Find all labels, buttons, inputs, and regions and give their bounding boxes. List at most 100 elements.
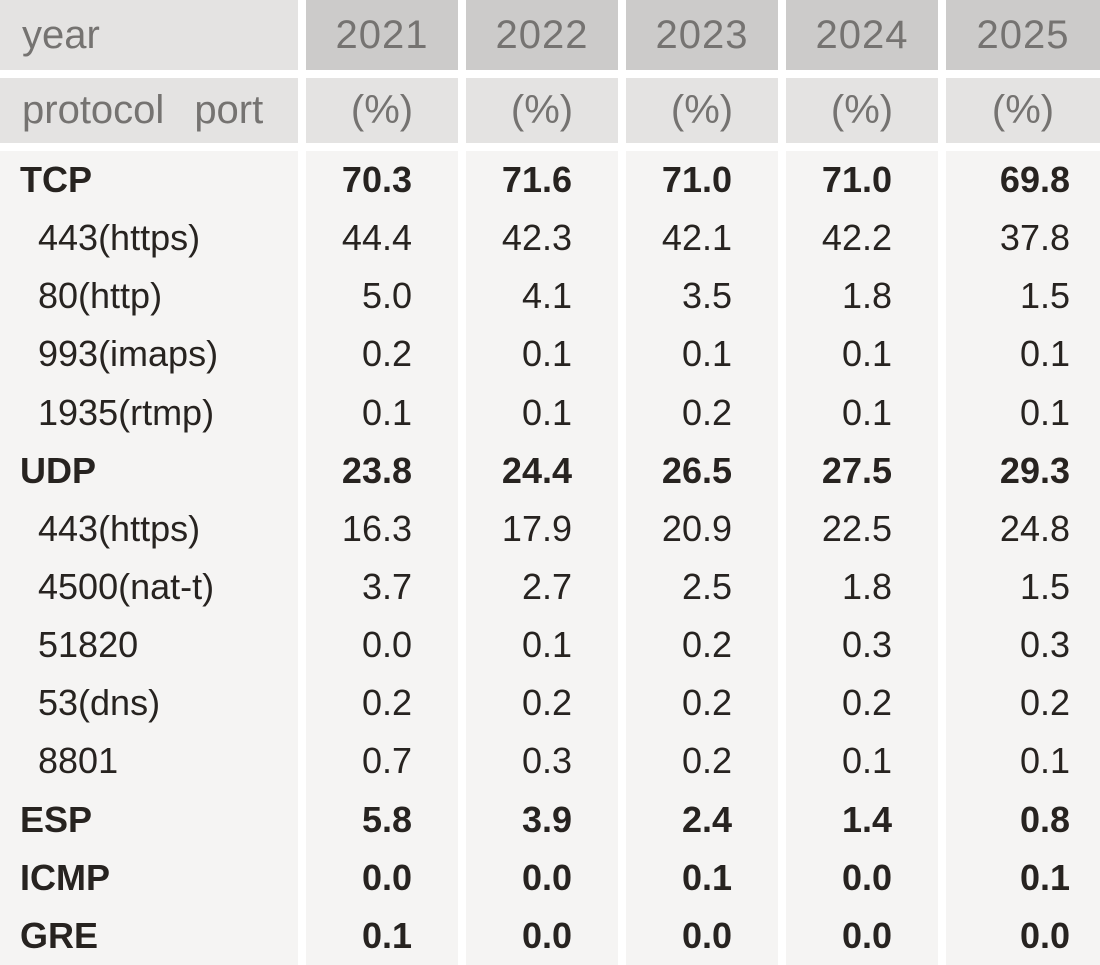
value-cell: 0.1	[786, 383, 938, 442]
row-label-443-https-: 443(https)	[0, 499, 298, 558]
value-cell: 0.1	[786, 325, 938, 384]
value-cell: 1.8	[786, 267, 938, 326]
value-cell: 20.9	[626, 499, 778, 558]
row-label-esp: ESP	[0, 790, 298, 849]
row-label-993-imaps-: 993(imaps)	[0, 325, 298, 384]
value-cell: 0.1	[306, 383, 458, 442]
row-label-8801: 8801	[0, 732, 298, 791]
value-cell: 0.3	[786, 616, 938, 675]
unit-cell-2023: (%)	[626, 78, 778, 143]
value-cell: 0.1	[626, 848, 778, 907]
value-cell: 27.5	[786, 441, 938, 500]
value-cell: 3.7	[306, 557, 458, 617]
value-cell: 23.8	[306, 441, 458, 500]
value-cell: 0.0	[306, 616, 458, 675]
row-label-53-dns-: 53(dns)	[0, 674, 298, 733]
value-cell: 0.3	[466, 732, 618, 791]
value-cell: 0.2	[626, 616, 778, 675]
value-cell: 0.1	[626, 325, 778, 384]
year-header-cell-2024: 2024	[786, 0, 938, 70]
year-label: year	[22, 12, 100, 57]
value-cell: 22.5	[786, 499, 938, 558]
value-cell: 71.0	[786, 151, 938, 210]
value-cell: 2.7	[466, 557, 618, 617]
value-cell: 5.0	[306, 267, 458, 326]
header-unit-row: protocol port (%) (%) (%) (%) (%)	[0, 78, 1100, 143]
table-body: TCP 70.3 71.6 71.0 71.0 69.8 443(https) 44.4 42.…	[0, 151, 1100, 965]
value-cell: 0.1	[466, 325, 618, 384]
header-year-row: year 2021 2022 2023 2024 2025	[0, 0, 1100, 70]
row-label-51820: 51820	[0, 616, 298, 675]
value-cell: 1.8	[786, 557, 938, 617]
port-label: port	[194, 88, 264, 132]
value-cell: 0.7	[306, 732, 458, 791]
value-cell: 1.4	[786, 790, 938, 849]
value-cell: 3.5	[626, 267, 778, 326]
row-label-4500-nat-t-: 4500(nat-t)	[0, 557, 298, 617]
protocol-port-cell: protocol port	[0, 78, 298, 143]
year-header-cell-2025: 2025	[946, 0, 1100, 70]
value-cell: 42.2	[786, 209, 938, 268]
row-label-icmp: ICMP	[0, 848, 298, 907]
value-cell: 44.4	[306, 209, 458, 268]
value-cell: 4.1	[466, 267, 618, 326]
row-label-1935-rtmp-: 1935(rtmp)	[0, 383, 298, 442]
value-cell: 2.4	[626, 790, 778, 849]
value-cell: 0.2	[306, 674, 458, 733]
year-header-cell-2021: 2021	[306, 0, 458, 70]
row-label-443-https-: 443(https)	[0, 209, 298, 268]
value-cell: 2.5	[626, 557, 778, 617]
value-cell: 0.2	[626, 732, 778, 791]
value-cell: 0.2	[946, 674, 1100, 733]
value-cell: 0.0	[466, 906, 618, 965]
value-cell: 69.8	[946, 151, 1100, 210]
unit-cell-2024: (%)	[786, 78, 938, 143]
value-cell: 0.1	[466, 383, 618, 442]
value-cell: 0.0	[626, 906, 778, 965]
value-cell: 0.2	[306, 325, 458, 384]
value-cell: 0.0	[786, 848, 938, 907]
value-cell: 17.9	[466, 499, 618, 558]
value-cell: 24.8	[946, 499, 1100, 558]
value-cell: 0.8	[946, 790, 1100, 849]
value-cell: 16.3	[306, 499, 458, 558]
value-cell: 1.5	[946, 267, 1100, 326]
value-cell: 1.5	[946, 557, 1100, 617]
value-cell: 29.3	[946, 441, 1100, 500]
value-cell: 0.1	[946, 848, 1100, 907]
value-cell: 0.2	[786, 674, 938, 733]
value-cell: 0.2	[626, 383, 778, 442]
unit-cell-2022: (%)	[466, 78, 618, 143]
row-label-udp: UDP	[0, 441, 298, 500]
protocol-label: protocol	[22, 88, 165, 132]
value-cell: 42.3	[466, 209, 618, 268]
value-cell: 5.8	[306, 790, 458, 849]
value-cell: 26.5	[626, 441, 778, 500]
value-cell: 0.2	[466, 674, 618, 733]
value-cell: 0.1	[946, 325, 1100, 384]
value-cell: 0.1	[466, 616, 618, 675]
value-cell: 42.1	[626, 209, 778, 268]
value-cell: 0.1	[786, 732, 938, 791]
year-header-cell-2023: 2023	[626, 0, 778, 70]
row-label-80-http-: 80(http)	[0, 267, 298, 326]
value-cell: 71.6	[466, 151, 618, 210]
unit-cell-2021: (%)	[306, 78, 458, 143]
value-cell: 0.1	[946, 732, 1100, 791]
value-cell: 71.0	[626, 151, 778, 210]
row-label-tcp: TCP	[0, 151, 298, 210]
value-cell: 37.8	[946, 209, 1100, 268]
value-cell: 0.1	[306, 906, 458, 965]
value-cell: 3.9	[466, 790, 618, 849]
value-cell: 0.0	[306, 848, 458, 907]
value-cell: 0.0	[466, 848, 618, 907]
value-cell: 70.3	[306, 151, 458, 210]
corner-year-cell: year	[0, 0, 298, 70]
value-cell: 24.4	[466, 441, 618, 500]
value-cell: 0.2	[626, 674, 778, 733]
year-header-cell-2022: 2022	[466, 0, 618, 70]
value-cell: 0.3	[946, 616, 1100, 675]
value-cell: 0.0	[786, 906, 938, 965]
value-cell: 0.1	[946, 383, 1100, 442]
